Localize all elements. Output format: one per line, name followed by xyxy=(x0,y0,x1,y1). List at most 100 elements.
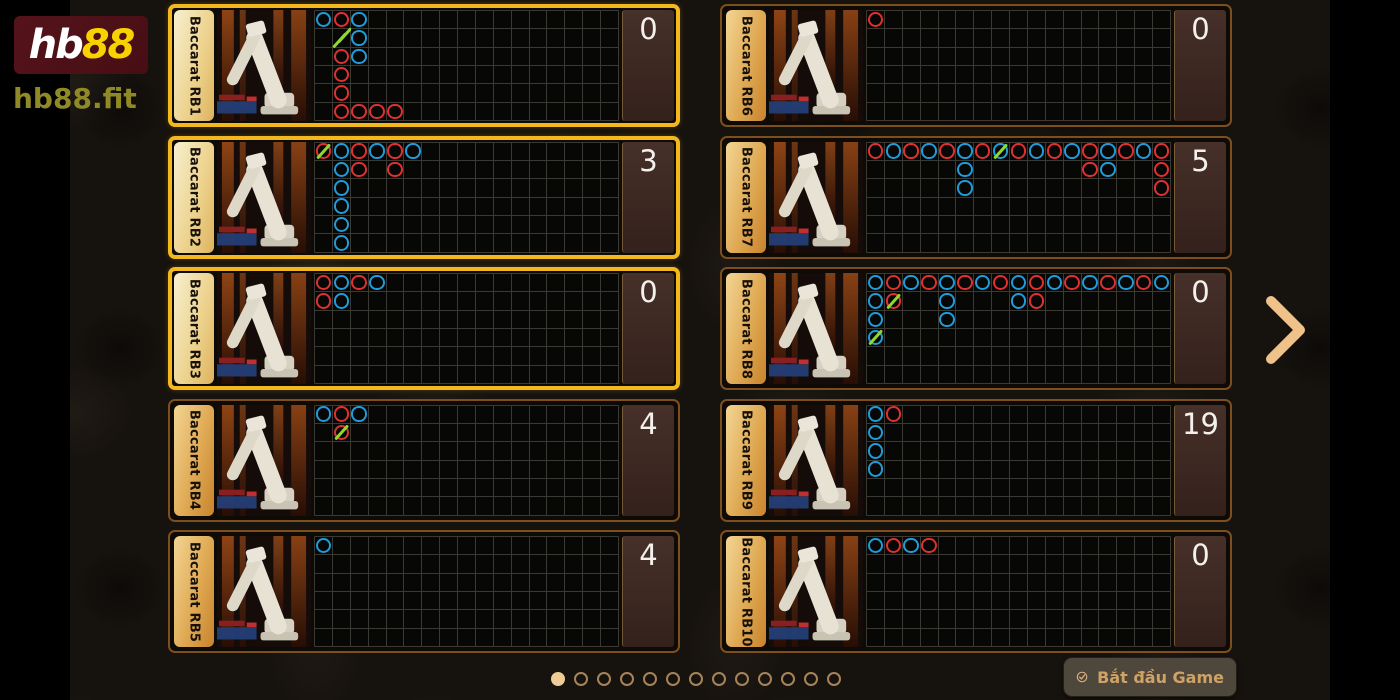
hb88-logo[interactable]: hb88 xyxy=(14,16,148,74)
bead-cell xyxy=(583,610,601,628)
bead-cell xyxy=(511,610,529,628)
start-game-button[interactable]: Bắt đầu Game xyxy=(1063,657,1237,697)
bead-cell xyxy=(368,274,386,292)
bead-cell xyxy=(956,160,974,179)
bead-cell xyxy=(368,442,386,460)
page-dot-8[interactable] xyxy=(712,672,726,686)
player-bead xyxy=(867,329,884,346)
bead-cell xyxy=(1135,310,1153,328)
bead-cell xyxy=(511,234,529,252)
bead-cell xyxy=(920,329,938,347)
bead-cell xyxy=(529,292,547,310)
bead-cell xyxy=(386,573,404,591)
bead-cell xyxy=(1063,460,1081,478)
bead-cell xyxy=(1117,497,1135,515)
baccarat-table-card[interactable]: Baccarat RB2 xyxy=(168,135,680,259)
bead-cell xyxy=(368,66,386,84)
baccarat-table-card[interactable]: Baccarat RB1 xyxy=(168,4,680,127)
page-dot-4[interactable] xyxy=(620,672,634,686)
bead-cell xyxy=(350,102,368,120)
bead-cell xyxy=(938,66,956,84)
page-dot-2[interactable] xyxy=(574,672,588,686)
page-dot-9[interactable] xyxy=(735,672,749,686)
bead-cell xyxy=(867,102,884,120)
bead-cell xyxy=(547,329,565,347)
countdown-value: 4 xyxy=(639,406,658,441)
page-dot-5[interactable] xyxy=(643,672,657,686)
bead-cell xyxy=(458,478,475,497)
bead-cell xyxy=(920,365,938,383)
page-dot-7[interactable] xyxy=(689,672,703,686)
bead-cell xyxy=(565,142,583,160)
baccarat-table-card[interactable]: Baccarat RB8 xyxy=(720,267,1232,390)
bead-cell xyxy=(601,478,618,497)
page-dot-1[interactable] xyxy=(551,672,565,686)
bead-cell xyxy=(920,573,938,591)
baccarat-table-card[interactable]: Baccarat RB7 xyxy=(720,135,1232,259)
player-bead xyxy=(369,143,385,159)
bead-cell xyxy=(1099,442,1117,460)
bead-cell xyxy=(368,11,386,29)
bead-cell xyxy=(992,66,1010,84)
banker-bead xyxy=(351,103,367,120)
bead-cell xyxy=(1117,142,1135,160)
bead-cell xyxy=(902,142,920,160)
bead-cell xyxy=(458,84,475,102)
bead-cell xyxy=(1135,478,1153,497)
bead-cell xyxy=(315,47,332,65)
bead-cell xyxy=(440,292,458,310)
player-bead xyxy=(867,311,884,328)
bead-cell xyxy=(583,478,601,497)
bead-cell xyxy=(458,197,475,215)
baccarat-table-card[interactable]: Baccarat RB3 xyxy=(168,267,680,390)
bead-cell xyxy=(956,365,974,383)
bead-cell xyxy=(902,347,920,365)
baccarat-table-card[interactable]: Baccarat RB9 xyxy=(720,398,1232,522)
bead-cell xyxy=(493,497,511,515)
bead-cell xyxy=(1063,47,1081,65)
bead-cell xyxy=(529,29,547,47)
bead-cell xyxy=(1135,365,1153,383)
baccarat-table-card[interactable]: Baccarat RB10 xyxy=(720,530,1232,653)
baccarat-table-card[interactable]: Baccarat RB4 xyxy=(168,398,680,522)
bead-cell xyxy=(368,497,386,515)
page-dot-13[interactable] xyxy=(827,672,841,686)
bead-cell xyxy=(974,310,992,328)
bead-cell xyxy=(974,423,992,442)
robot-arm-thumbnail xyxy=(217,536,311,647)
bead-cell xyxy=(458,497,475,515)
bead-cell xyxy=(1027,11,1045,29)
page-dot-12[interactable] xyxy=(804,672,818,686)
bead-cell xyxy=(315,592,332,610)
bead-cell xyxy=(440,215,458,234)
bead-cell xyxy=(332,274,350,292)
bead-cell xyxy=(884,573,902,591)
page-dot-6[interactable] xyxy=(666,672,680,686)
bead-cell xyxy=(992,442,1010,460)
bead-cell xyxy=(404,11,422,29)
bead-cell xyxy=(1045,573,1063,591)
page-dot-3[interactable] xyxy=(597,672,611,686)
next-page-button[interactable] xyxy=(1262,294,1310,366)
baccarat-table-card[interactable]: Baccarat RB5 xyxy=(168,530,680,653)
bead-cell xyxy=(332,537,350,555)
bead-cell xyxy=(565,592,583,610)
baccarat-table-card[interactable]: Baccarat RB6 xyxy=(720,4,1232,127)
bead-cell xyxy=(1117,592,1135,610)
bead-cell xyxy=(938,84,956,102)
page-dot-11[interactable] xyxy=(781,672,795,686)
bead-cell xyxy=(565,497,583,515)
bead-cell xyxy=(458,460,475,478)
bead-cell xyxy=(422,47,440,65)
bead-cell xyxy=(938,292,956,310)
bead-cell xyxy=(547,497,565,515)
bead-cell xyxy=(1135,537,1153,555)
player-bead xyxy=(315,537,332,554)
bead-cell xyxy=(974,197,992,215)
left-black-edge xyxy=(0,0,70,700)
bead-cell xyxy=(992,347,1010,365)
player-bead xyxy=(333,161,350,178)
bead-cell xyxy=(974,442,992,460)
bead-cell xyxy=(332,405,350,423)
page-dot-10[interactable] xyxy=(758,672,772,686)
